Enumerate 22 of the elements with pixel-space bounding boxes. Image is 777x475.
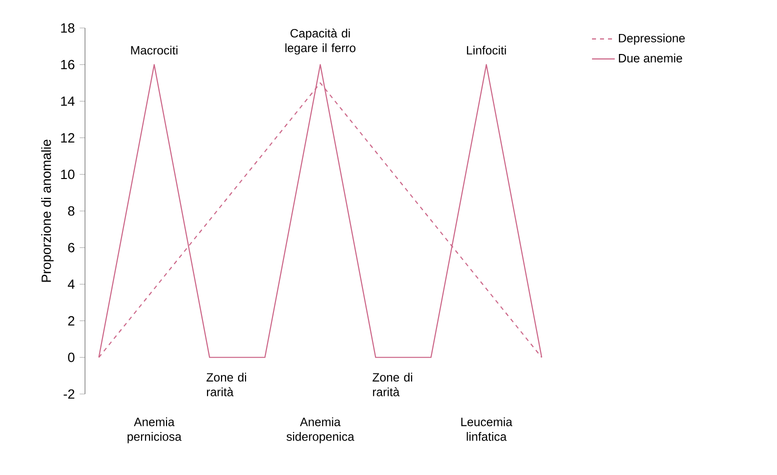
annotation: Linfociti <box>466 46 506 55</box>
annotation: Zone di rarità <box>206 372 246 396</box>
y-tick-label: 2 <box>68 316 74 326</box>
y-tick-label: 4 <box>68 280 75 289</box>
x-tick-label: Anemia perniciosa <box>128 417 182 444</box>
y-tick-label: 10 <box>61 170 74 180</box>
y-tick-label: 8 <box>68 206 74 216</box>
y-tick-label: 6 <box>68 242 74 252</box>
y-axis-title: Proporzione di anomalie <box>41 140 54 282</box>
y-tick-label: -2 <box>64 389 74 399</box>
annotation: Macrociti <box>131 46 178 55</box>
x-tick-label: Anemia sideropenica <box>286 417 354 444</box>
annotation: Capacità di legare il ferro <box>285 28 356 55</box>
legend-label: Depressione <box>618 34 685 45</box>
x-tick-label: Leucemia linfatica <box>461 417 512 441</box>
y-tick-label: 18 <box>61 23 74 33</box>
annotation: Zone di rarità <box>372 372 412 396</box>
y-tick-label: 12 <box>61 133 74 142</box>
y-tick-label: 14 <box>61 96 75 106</box>
legend-label: Due anemie <box>618 54 682 62</box>
y-tick-label: 0 <box>68 352 74 362</box>
y-tick-label: 16 <box>61 60 74 70</box>
